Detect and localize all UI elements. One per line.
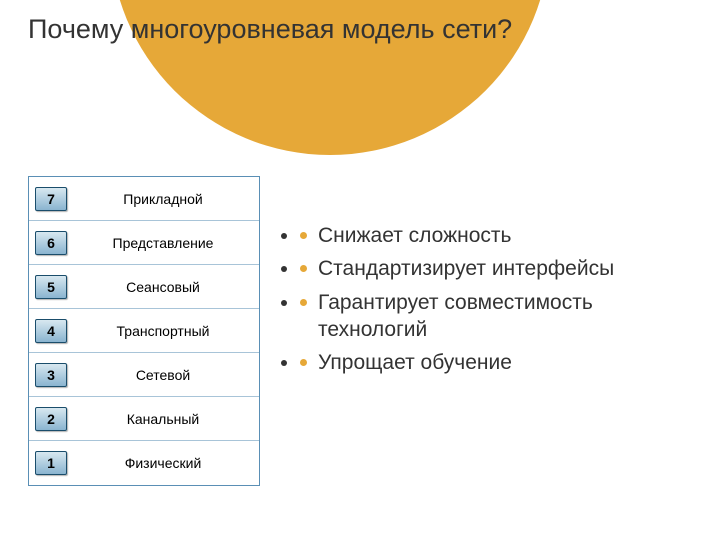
layer-number: 5 [35,275,67,299]
layer-number: 1 [35,451,67,475]
bullet-list: Снижает сложность Стандартизирует интерф… [300,222,700,382]
layer-name: Сетевой [67,367,259,383]
layer-name: Канальный [67,411,259,427]
bullet-item: Упрощает обучение [300,349,700,376]
layer-row: 2 Канальный [29,397,259,441]
layer-number: 4 [35,319,67,343]
bullet-icon [300,232,307,239]
layer-row: 6 Представление [29,221,259,265]
bullet-item: Стандартизирует интерфейсы [300,255,700,282]
layer-number: 3 [35,363,67,387]
bullet-item: Гарантирует совместимость технологий [300,289,700,344]
layer-number: 7 [35,187,67,211]
page-title: Почему многоуровневая модель сети? [28,14,512,45]
bullet-text: Стандартизирует интерфейсы [318,257,614,280]
layer-row: 1 Физический [29,441,259,485]
layer-name: Транспортный [67,323,259,339]
bullet-text: Упрощает обучение [318,351,512,374]
layer-name: Физический [67,455,259,471]
layer-name: Прикладной [67,191,259,207]
layer-row: 3 Сетевой [29,353,259,397]
layer-row: 4 Транспортный [29,309,259,353]
layer-row: 7 Прикладной [29,177,259,221]
bullet-text: Гарантирует совместимость технологий [318,291,593,341]
bullet-icon [300,299,307,306]
bullet-icon [300,265,307,272]
layer-number: 2 [35,407,67,431]
bullet-item: Снижает сложность [300,222,700,249]
layer-name: Сеансовый [67,279,259,295]
layer-name: Представление [67,235,259,251]
bullet-icon [300,359,307,366]
osi-layers-table: 7 Прикладной 6 Представление 5 Сеансовый… [28,176,260,486]
layer-row: 5 Сеансовый [29,265,259,309]
bullet-text: Снижает сложность [318,224,511,247]
layer-number: 6 [35,231,67,255]
